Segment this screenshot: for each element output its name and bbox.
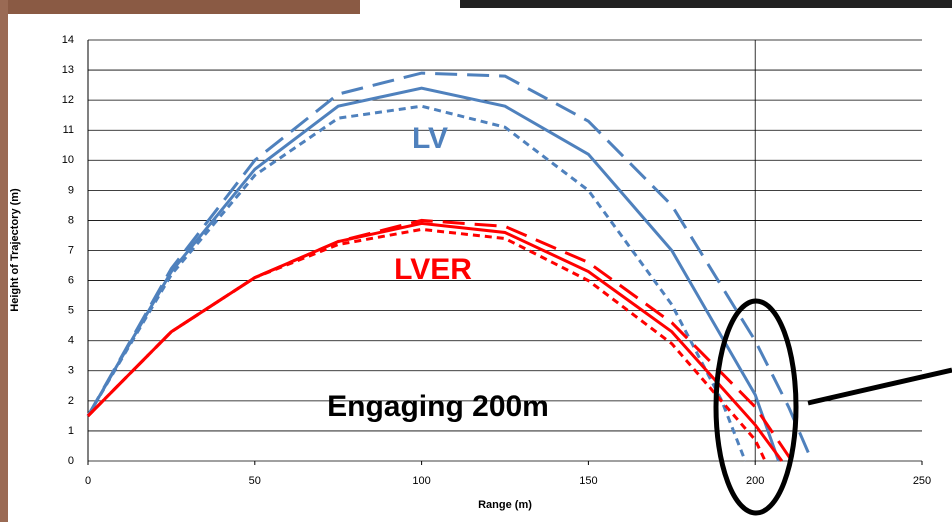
y-tick-label: 11 — [63, 124, 74, 136]
x-axis-label: Range (m) — [478, 499, 532, 511]
y-tick-label: 0 — [68, 455, 74, 467]
y-tick-label: 4 — [68, 335, 74, 347]
y-tick-label: 1 — [68, 425, 74, 437]
chart: Height of Trajectory (m) Range (m) 01234… — [0, 0, 952, 522]
annotation: Engaging 200m — [327, 390, 549, 423]
y-tick-label: 9 — [68, 184, 74, 196]
photo-strip — [460, 0, 952, 8]
y-tick-label: 8 — [68, 214, 74, 226]
photo-strip — [0, 0, 360, 14]
x-tick-label: 100 — [412, 475, 430, 487]
y-tick-label: 14 — [62, 34, 74, 46]
chart-area — [8, 14, 952, 522]
y-tick-label: 3 — [68, 365, 74, 377]
y-tick-label: 10 — [62, 154, 74, 166]
x-tick-label: 250 — [913, 475, 931, 487]
x-tick-label: 200 — [746, 475, 764, 487]
y-tick-label: 13 — [62, 64, 74, 76]
annotation: LVER — [394, 253, 472, 286]
annotation: LV — [412, 122, 448, 155]
photo-strip — [0, 0, 8, 522]
y-tick-label: 7 — [68, 244, 74, 256]
y-tick-label: 2 — [68, 395, 74, 407]
x-tick-label: 0 — [85, 475, 91, 487]
y-tick-label: 5 — [68, 305, 74, 317]
x-tick-label: 50 — [249, 475, 261, 487]
y-tick-label: 6 — [68, 274, 74, 286]
y-axis-label: Height of Trajectory (m) — [9, 188, 21, 312]
y-tick-label: 12 — [62, 94, 74, 106]
x-tick-label: 150 — [579, 475, 597, 487]
